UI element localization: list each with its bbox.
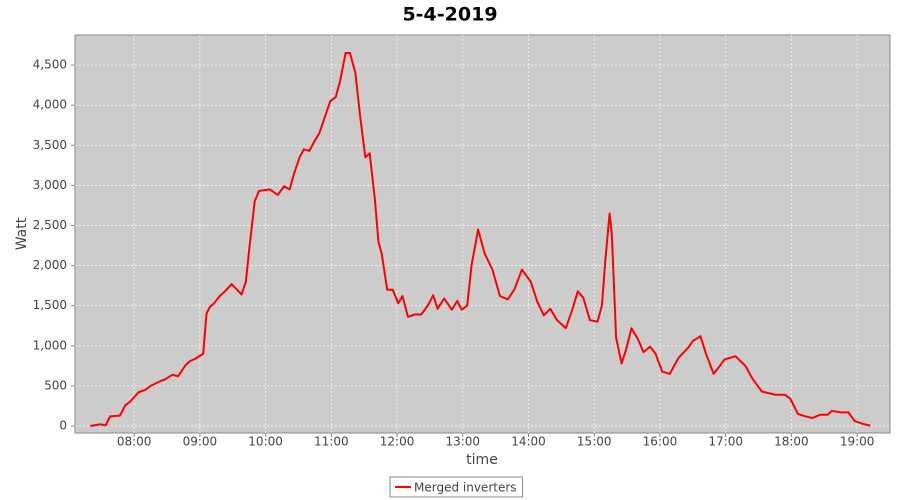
x-tick-label: 08:00 [117, 435, 152, 449]
x-tick-label: 19:00 [840, 435, 875, 449]
x-tick-label: 17:00 [708, 435, 743, 449]
x-axis-label: time [466, 452, 498, 468]
plot-area [74, 34, 891, 434]
x-tick-label: 10:00 [248, 435, 283, 449]
y-tick-label: 1,000 [33, 338, 67, 352]
y-tick-label: 3,500 [33, 138, 67, 152]
x-tick-label: 14:00 [511, 435, 546, 449]
x-tick-label: 12:00 [380, 435, 415, 449]
legend: Merged inverters [389, 476, 524, 498]
y-tick-label: 4,000 [33, 98, 67, 112]
x-tick-label: 09:00 [183, 435, 218, 449]
data-line [90, 52, 871, 427]
x-tick-label: 16:00 [643, 435, 678, 449]
y-tick-label: 1,500 [33, 298, 67, 312]
y-tick-label: 3,000 [33, 178, 67, 192]
x-tick-label: 18:00 [774, 435, 809, 449]
y-tick-label: 2,500 [33, 218, 67, 232]
y-tick-label: 0 [59, 419, 67, 433]
x-tick-label: 13:00 [445, 435, 480, 449]
legend-label: Merged inverters [414, 481, 517, 495]
x-tick-label: 11:00 [314, 435, 349, 449]
chart-title: 5-4-2019 [402, 4, 497, 26]
x-tick-label: 15:00 [577, 435, 612, 449]
y-tick-label: 500 [44, 378, 67, 392]
legend-box [389, 476, 524, 498]
y-axis-label: Watt [14, 217, 30, 250]
y-tick-label: 2,000 [33, 258, 67, 272]
y-tick-label: 4,500 [33, 58, 67, 72]
